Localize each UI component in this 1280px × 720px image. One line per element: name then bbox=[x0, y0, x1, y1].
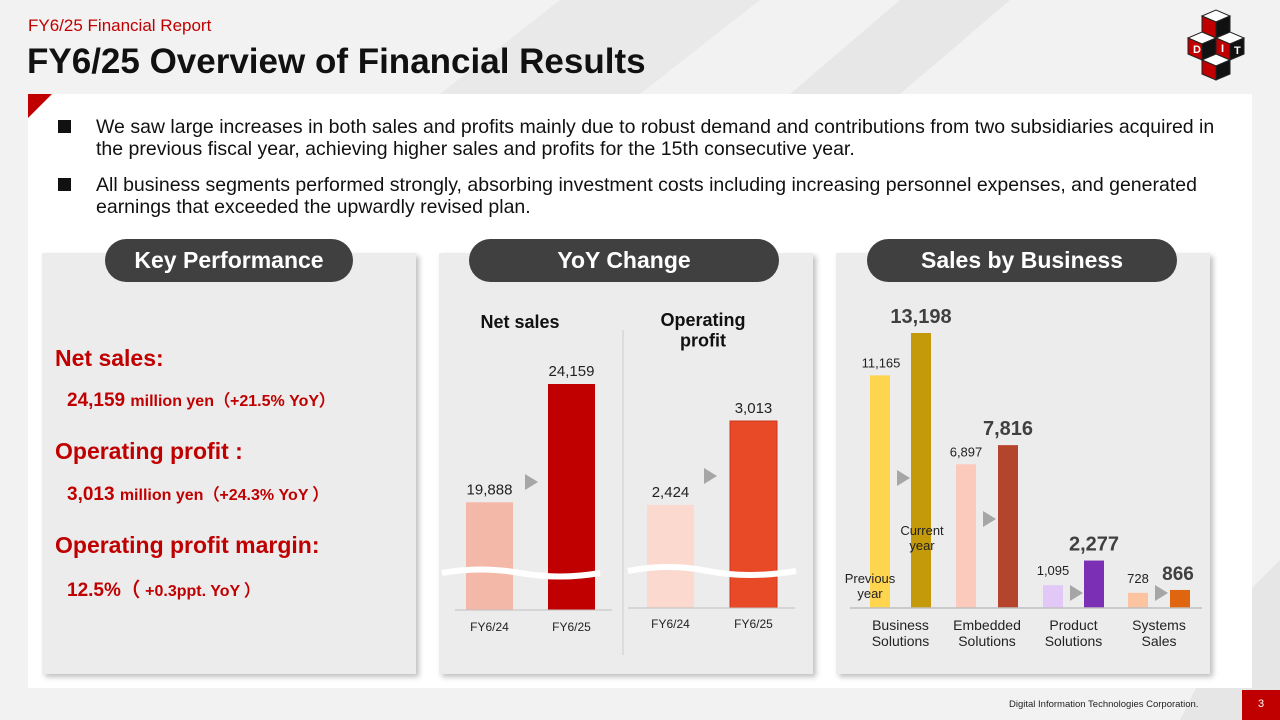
net-sales-label: Net sales: bbox=[55, 345, 164, 371]
operating-margin-value-line: 12.5%（ +0.3ppt. YoY ） bbox=[67, 575, 260, 602]
previous-year-annotation: Previous year bbox=[845, 571, 896, 601]
segment-current-year-bar bbox=[998, 445, 1018, 608]
operating-profit-category-label: FY6/24 bbox=[651, 617, 690, 631]
segment-category-label: Embedded Solutions bbox=[953, 617, 1021, 649]
segment-previous-year-bar bbox=[1043, 585, 1063, 608]
segment-current-year-value-label: 7,816 bbox=[983, 418, 1033, 440]
page-title: FY6/25 Overview of Financial Results bbox=[27, 42, 646, 81]
operating-profit-axis-break bbox=[627, 564, 797, 578]
company-footer: Digital Information Technologies Corpora… bbox=[1009, 699, 1199, 710]
net-sales-axis-break bbox=[441, 566, 601, 580]
bullet-item: All business segments performed strongly… bbox=[58, 174, 1228, 218]
segment-previous-year-value-label: 6,897 bbox=[950, 444, 983, 459]
bullet-text: We saw large increases in both sales and… bbox=[96, 116, 1215, 160]
operating-profit-value-line: 3,013 million yen（+24.3% YoY ） bbox=[67, 481, 329, 506]
operating-profit-value: 3,013 bbox=[67, 484, 115, 505]
operating-margin-label: Operating profit margin: bbox=[55, 532, 320, 558]
net-sales-bar bbox=[466, 502, 513, 610]
net-sales-chart-title: Net sales bbox=[480, 312, 559, 332]
net-sales-bar-value-label: 24,159 bbox=[549, 363, 595, 380]
logo-letter-t: T bbox=[1234, 45, 1241, 57]
segment-growth-arrow-icon bbox=[897, 470, 910, 486]
segment-previous-year-value-label: 728 bbox=[1127, 571, 1149, 586]
corner-accent bbox=[28, 94, 52, 118]
bullet-square-icon bbox=[58, 178, 71, 191]
operating-profit-growth-arrow-icon bbox=[704, 468, 717, 484]
bullet-square-icon bbox=[58, 120, 71, 133]
net-sales-value: 24,159 bbox=[67, 390, 126, 411]
net-sales-value-line: 24,159 million yen（+21.5% YoY） bbox=[67, 387, 335, 412]
segment-previous-year-value-label: 11,165 bbox=[862, 355, 901, 370]
operating-profit-detail: million yen（+24.3% YoY ） bbox=[119, 487, 329, 504]
segment-current-year-bar bbox=[911, 333, 931, 608]
operating-profit-bar bbox=[647, 504, 694, 608]
operating-profit-bar-value-label: 3,013 bbox=[735, 400, 773, 417]
operating-profit-label: Operating profit : bbox=[55, 438, 243, 464]
sales-by-business-heading: Sales by Business bbox=[867, 239, 1177, 282]
segment-previous-year-bar bbox=[870, 375, 890, 608]
net-sales-bar-value-label: 19,888 bbox=[467, 481, 513, 498]
segment-category-label: Business Solutions bbox=[872, 617, 930, 649]
segment-category-label: Product Solutions bbox=[1045, 617, 1103, 649]
company-logo: D I T bbox=[1186, 9, 1246, 81]
segment-growth-arrow-icon bbox=[983, 511, 996, 527]
operating-margin-value: 12.5%（ bbox=[67, 580, 140, 601]
logo-letter-d: D bbox=[1193, 44, 1201, 56]
segment-current-year-bar bbox=[1170, 589, 1190, 608]
net-sales-detail: million yen（+21.5% YoY） bbox=[130, 393, 336, 410]
segment-previous-year-bar bbox=[956, 464, 976, 608]
bullet-text: All business segments performed strongly… bbox=[96, 174, 1197, 218]
segment-current-year-bar bbox=[1084, 560, 1104, 608]
current-year-annotation: Current year bbox=[900, 523, 944, 553]
bullet-item: We saw large increases in both sales and… bbox=[58, 116, 1228, 160]
operating-profit-bar-value-label: 2,424 bbox=[652, 484, 690, 501]
segment-previous-year-bar bbox=[1128, 592, 1148, 608]
segment-current-year-value-label: 866 bbox=[1162, 564, 1194, 585]
segment-current-year-value-label: 2,277 bbox=[1069, 534, 1119, 556]
yoy-change-heading: YoY Change bbox=[469, 239, 779, 282]
segment-previous-year-value-label: 1,095 bbox=[1037, 563, 1070, 578]
net-sales-category-label: FY6/24 bbox=[470, 620, 509, 634]
operating-profit-category-label: FY6/25 bbox=[734, 617, 773, 631]
key-performance-heading: Key Performance bbox=[105, 239, 353, 282]
operating-profit-chart-title: Operating profit bbox=[660, 310, 745, 351]
segment-category-label: Systems Sales bbox=[1132, 617, 1186, 649]
operating-profit-bar bbox=[729, 420, 778, 609]
segment-growth-arrow-icon bbox=[1070, 585, 1083, 601]
key-performance-card bbox=[42, 253, 416, 674]
segment-current-year-value-label: 13,198 bbox=[890, 306, 951, 328]
report-subtitle: FY6/25 Financial Report bbox=[28, 16, 212, 35]
segment-growth-arrow-icon bbox=[1155, 585, 1168, 601]
net-sales-growth-arrow-icon bbox=[525, 474, 538, 490]
operating-margin-detail: +0.3ppt. YoY ） bbox=[145, 583, 261, 600]
page-number: 3 bbox=[1242, 690, 1280, 720]
logo-letter-i: I bbox=[1221, 43, 1224, 55]
net-sales-category-label: FY6/25 bbox=[552, 620, 591, 634]
